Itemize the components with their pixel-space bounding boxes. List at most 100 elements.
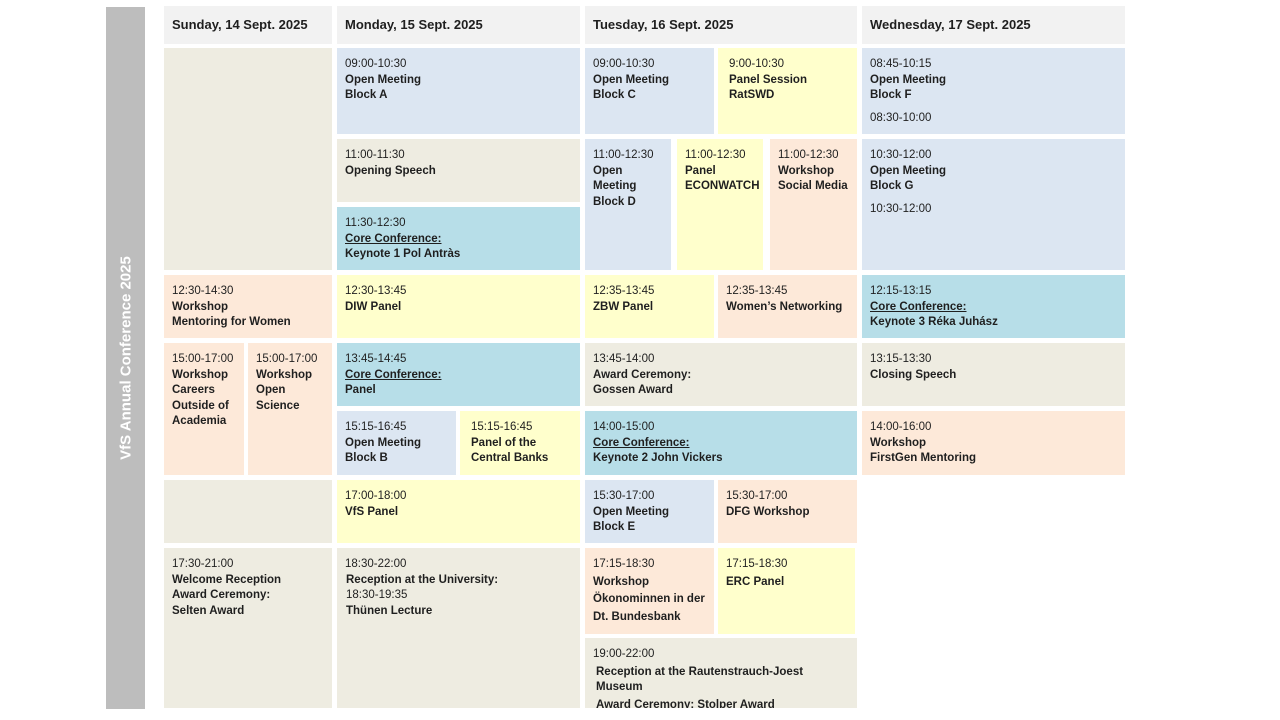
sunday-empty-afternoon <box>164 480 332 543</box>
session-diw-panel[interactable]: 12:30-13:45 DIW Panel <box>337 275 580 338</box>
session-time: 9:00-10:30 <box>729 58 784 70</box>
session-time: 15:15-16:45 <box>471 421 533 433</box>
session-title: Gossen Award <box>593 384 673 396</box>
session-title: Panel <box>345 384 376 396</box>
session-title: Open Science <box>256 384 300 412</box>
session-title: FirstGen Mentoring <box>870 452 977 464</box>
session-title: ERC Panel <box>726 575 785 588</box>
session-title: DFG Workshop <box>726 505 810 518</box>
session-time: 10:30-12:00 <box>870 149 932 161</box>
session-gossen-award[interactable]: 13:45-14:00 Award Ceremony: Gossen Award <box>585 343 857 406</box>
session-bundesbank-workshop[interactable]: 17:15-18:30 Workshop Ökonominnen in der … <box>585 548 714 634</box>
session-time: 11:30-12:30 <box>345 217 406 229</box>
session-keynote-3[interactable]: 12:15-13:15 Core Conference: Keynote 3 R… <box>862 275 1125 338</box>
session-time: 12:35-13:45 <box>726 285 788 297</box>
session-workshop-social-media[interactable]: 11:00-12:30 Workshop Social Media <box>770 139 857 270</box>
session-opening-speech[interactable]: 11:00-11:30 Opening Speech <box>337 139 580 202</box>
session-title: Open Meeting <box>593 164 637 193</box>
session-time: 13:45-14:00 <box>593 353 655 365</box>
session-time: 11:00-12:30 <box>685 149 746 161</box>
session-subtime: 18:30-19:35 <box>346 589 408 601</box>
session-time: 11:00-12:30 <box>778 149 839 161</box>
session-title: Reception at the University: <box>346 573 499 586</box>
session-open-meeting-block-e[interactable]: 15:30-17:00 Open Meeting Block E <box>585 480 714 543</box>
session-title: Closing Speech <box>870 368 957 381</box>
session-title: Thünen Lecture <box>346 604 433 617</box>
session-title: Panel <box>685 164 716 177</box>
session-closing-speech[interactable]: 13:15-13:30 Closing Speech <box>862 343 1125 406</box>
session-central-banks-panel[interactable]: 15:15-16:45 Panel of the Central Banks <box>460 411 580 475</box>
session-open-meeting-block-d[interactable]: 11:00-12:30 Open Meeting Block D <box>585 139 671 270</box>
session-title: Welcome Reception <box>172 573 282 586</box>
session-open-meeting-block-g[interactable]: 10:30-12:00 Open Meeting Block G 10:30-1… <box>862 139 1125 270</box>
session-title: Open Meeting <box>870 73 947 86</box>
session-welcome-reception[interactable]: 17:30-21:00 Welcome Reception Award Cere… <box>164 548 332 708</box>
session-dfg-workshop[interactable]: 15:30-17:00 DFG Workshop <box>718 480 857 543</box>
session-museum-reception[interactable]: 19:00-22:00 Reception at the Rautenstrau… <box>585 638 857 708</box>
session-title: Workshop <box>870 436 927 449</box>
session-title: Workshop <box>593 575 650 588</box>
session-title: Dt. Bundesbank <box>593 610 681 623</box>
session-time: 14:00-16:00 <box>870 421 932 433</box>
sidebar-title-bar: VfS Annual Conference 2025 <box>106 7 145 709</box>
session-keynote-1[interactable]: 11:30-12:30 Core Conference: Keynote 1 P… <box>337 207 580 270</box>
session-time: 12:15-13:15 <box>870 285 932 297</box>
session-title: Panel Session RatSWD <box>729 73 807 102</box>
session-title: Outside of <box>172 399 229 412</box>
session-title: Open Meeting <box>593 73 670 86</box>
session-panel-econwatch[interactable]: 11:00-12:30 Panel ECONWATCH <box>677 139 763 270</box>
core-conference-label: Core Conference: <box>593 436 690 449</box>
session-open-meeting-block-a[interactable]: 09:00-10:30 Open Meeting Block A <box>337 48 580 134</box>
sunday-empty-morning <box>164 48 332 270</box>
session-time: 13:15-13:30 <box>870 353 932 365</box>
session-open-meeting-block-f[interactable]: 08:45-10:15 Open Meeting Block F 08:30-1… <box>862 48 1125 134</box>
session-womens-networking[interactable]: 12:35-13:45 Women’s Networking <box>718 275 857 338</box>
core-conference-label: Core Conference: <box>345 232 442 245</box>
session-open-science[interactable]: 15:00-17:00 Workshop Open Science <box>248 343 332 475</box>
session-time: 11:00-12:30 <box>593 149 654 161</box>
session-title: ZBW Panel <box>593 300 654 313</box>
session-vfs-panel[interactable]: 17:00-18:00 VfS Panel <box>337 480 580 543</box>
session-core-panel[interactable]: 13:45-14:45 Core Conference: Panel <box>337 343 580 406</box>
session-title: Award Ceremony: <box>172 589 271 601</box>
session-title: Keynote 2 John Vickers <box>593 452 723 464</box>
session-erc-panel[interactable]: 17:15-18:30 ERC Panel <box>718 548 855 634</box>
session-zbw-panel[interactable]: 12:35-13:45 ZBW Panel <box>585 275 714 338</box>
session-title: Block B <box>345 452 388 464</box>
session-title: Block F <box>870 89 912 101</box>
session-title: ECONWATCH <box>685 180 760 192</box>
session-time: 09:00-10:30 <box>593 58 655 70</box>
session-time: 17:30-21:00 <box>172 558 234 570</box>
session-title: Academia <box>172 415 227 427</box>
session-open-meeting-block-c[interactable]: 09:00-10:30 Open Meeting Block C <box>585 48 714 134</box>
session-title: VfS Panel <box>345 505 399 518</box>
session-title: Panel of the <box>471 436 537 449</box>
session-keynote-2[interactable]: 14:00-15:00 Core Conference: Keynote 2 J… <box>585 411 857 475</box>
session-time: 17:15-18:30 <box>726 558 788 570</box>
session-time: 12:30-13:45 <box>345 285 407 297</box>
session-time: 15:30-17:00 <box>726 490 788 502</box>
session-title: Block G <box>870 180 914 192</box>
day-header-sunday: Sunday, 14 Sept. 2025 <box>164 6 332 44</box>
session-panel-ratswd[interactable]: 9:00-10:30 Panel Session RatSWD <box>718 48 857 134</box>
core-conference-label: Core Conference: <box>870 300 967 313</box>
session-title: Central Banks <box>471 452 549 464</box>
session-careers-outside-academia[interactable]: 15:00-17:00 Workshop Careers Outside of … <box>164 343 244 475</box>
session-reception-university[interactable]: 18:30-22:00 Reception at the University:… <box>337 548 580 708</box>
session-firstgen-mentoring[interactable]: 14:00-16:00 Workshop FirstGen Mentoring <box>862 411 1125 475</box>
session-mentoring-for-women[interactable]: 12:30-14:30 Workshop Mentoring for Women <box>164 275 332 338</box>
session-time: 14:00-15:00 <box>593 421 655 433</box>
session-title: Careers <box>172 384 215 396</box>
session-title: Workshop <box>172 300 229 313</box>
session-title: Social Media <box>778 180 848 192</box>
session-time: 18:30-22:00 <box>345 558 407 570</box>
session-time: 15:00-17:00 <box>172 353 234 365</box>
session-open-meeting-block-b[interactable]: 15:15-16:45 Open Meeting Block B <box>337 411 456 475</box>
session-time: 15:15-16:45 <box>345 421 407 433</box>
session-title: Women’s Networking <box>726 300 843 313</box>
session-subtime: 10:30-12:00 <box>870 202 932 215</box>
core-conference-label: Core Conference: <box>345 368 442 381</box>
session-time: 12:35-13:45 <box>593 285 655 297</box>
session-title: Keynote 1 Pol Antràs <box>345 248 461 260</box>
session-title: Mentoring for Women <box>172 316 291 328</box>
